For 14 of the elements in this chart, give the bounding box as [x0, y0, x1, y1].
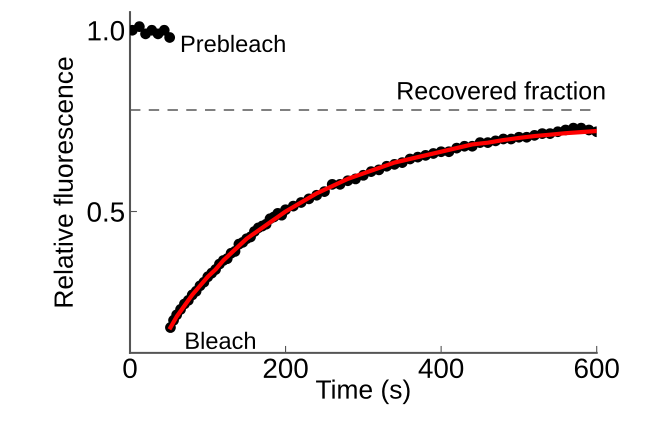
y-tick-label: 0.5	[88, 202, 124, 222]
point	[134, 21, 145, 32]
y-axis-title: Relative fluorescence	[54, 58, 73, 306]
point	[164, 32, 176, 43]
y-tick-label: 1.0	[88, 20, 124, 41]
x-tick-label: 600	[574, 358, 619, 378]
annotation: Bleach	[186, 332, 255, 350]
x-axis-title: Time (s)	[316, 379, 410, 404]
x-tick-label: 400	[418, 358, 464, 378]
x-tick-label: 200	[264, 358, 308, 378]
ref-line-label: Recovered fraction	[398, 81, 604, 100]
annotation: Prebleach	[182, 34, 285, 52]
point	[158, 24, 170, 36]
x-tick-label: 0	[123, 358, 137, 378]
